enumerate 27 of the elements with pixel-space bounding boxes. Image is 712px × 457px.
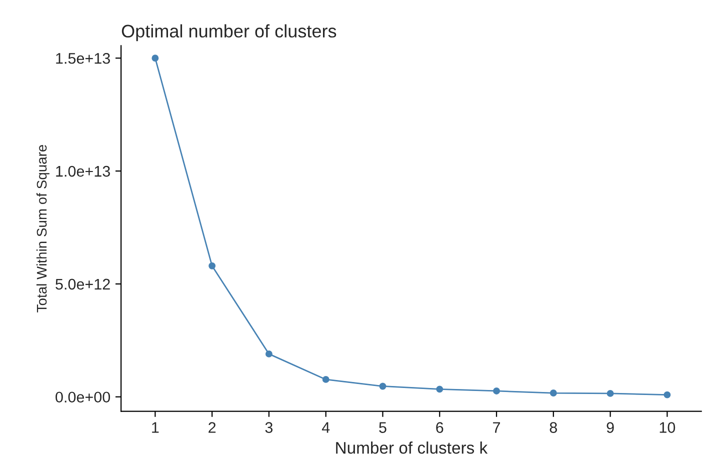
x-tick-label: 1 — [152, 422, 159, 433]
y-tick-label: 0.0e+00 — [56, 392, 110, 403]
point — [265, 350, 272, 358]
x-tick-label: 7 — [493, 422, 500, 433]
x-tick-label: 5 — [379, 422, 386, 433]
x-tick-label: 6 — [436, 422, 444, 433]
point — [152, 54, 159, 62]
y-tick-label: 5.0e+12 — [56, 278, 110, 290]
point — [493, 388, 500, 394]
point — [550, 390, 557, 396]
point — [322, 376, 330, 383]
point — [606, 390, 614, 397]
point — [664, 391, 671, 398]
x-tick-label: 2 — [208, 422, 216, 433]
x-tick-label: 4 — [322, 422, 330, 433]
point — [208, 262, 216, 270]
x-tick-label: 3 — [265, 422, 273, 433]
y-tick-label: 1.0e+13 — [56, 166, 110, 177]
x-tick-label: 8 — [550, 422, 557, 433]
y-tick-label: 1.5e+13 — [56, 52, 110, 64]
x-axis-title: Number of clusters k — [336, 442, 488, 454]
chart-title: Optimal number of clusters — [122, 24, 336, 42]
x-tick-label: 9 — [606, 422, 614, 433]
y-axis-title: Total Within Sum of Square — [36, 144, 50, 312]
x-tick-label: 10 — [660, 422, 676, 433]
point — [436, 386, 444, 393]
point — [379, 382, 386, 390]
